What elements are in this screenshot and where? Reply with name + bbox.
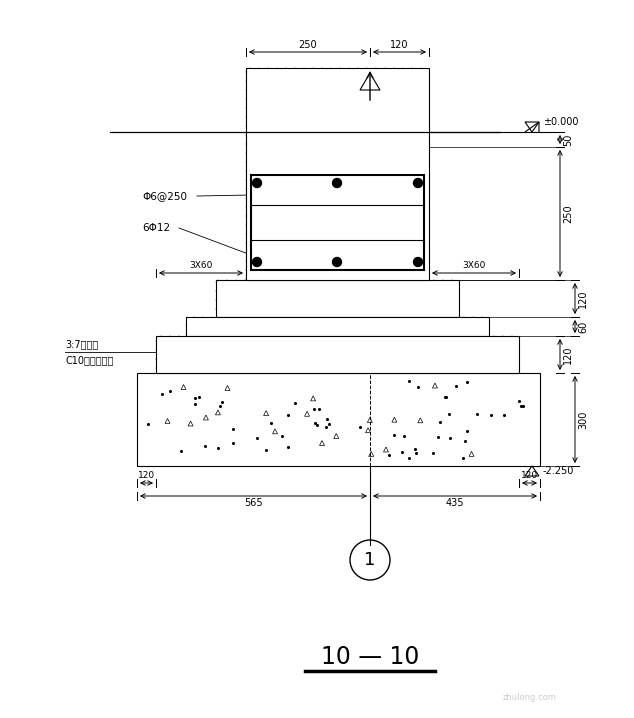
Point <box>515 401 526 412</box>
Point <box>309 404 320 415</box>
Point <box>404 376 414 387</box>
Point <box>228 424 238 435</box>
Text: 565: 565 <box>244 498 263 508</box>
Bar <box>216 280 459 317</box>
Text: 3:7灰土或: 3:7灰土或 <box>65 339 98 349</box>
Bar <box>246 68 429 280</box>
Point <box>228 437 238 448</box>
Circle shape <box>252 258 261 266</box>
Text: 120: 120 <box>578 289 588 308</box>
Point <box>451 381 462 392</box>
Point <box>404 452 415 464</box>
Point <box>462 376 472 388</box>
Point <box>200 441 210 452</box>
Text: 120: 120 <box>521 472 538 480</box>
Text: 300: 300 <box>578 410 588 429</box>
Point <box>165 385 175 396</box>
Point <box>498 409 508 421</box>
Point <box>176 445 186 457</box>
Point <box>413 381 423 393</box>
Point <box>321 414 332 425</box>
Circle shape <box>413 179 422 187</box>
Point <box>460 435 470 447</box>
Point <box>354 421 365 433</box>
Point <box>190 392 200 404</box>
Point <box>444 409 455 420</box>
Bar <box>186 317 489 336</box>
Point <box>217 396 228 408</box>
Text: -2.250: -2.250 <box>543 466 574 476</box>
Point <box>441 391 451 402</box>
Point <box>389 429 399 441</box>
Point <box>514 396 524 407</box>
Point <box>283 409 294 421</box>
Point <box>157 388 167 400</box>
Point <box>216 401 226 412</box>
Point <box>410 443 420 454</box>
Text: 120: 120 <box>391 40 409 50</box>
Text: 6Φ12: 6Φ12 <box>142 223 170 233</box>
Point <box>411 447 421 459</box>
Point <box>290 398 300 409</box>
Point <box>486 409 496 421</box>
Point <box>433 432 443 443</box>
Point <box>252 433 262 444</box>
Text: 50: 50 <box>563 134 573 146</box>
Text: ±0.000: ±0.000 <box>543 117 578 127</box>
Point <box>384 449 394 461</box>
Text: 435: 435 <box>446 498 464 508</box>
Point <box>399 430 410 442</box>
Point <box>439 391 450 403</box>
Point <box>277 431 287 442</box>
Point <box>324 418 334 429</box>
Text: 3X60: 3X60 <box>190 261 212 271</box>
Text: C10混凝土垄层: C10混凝土垄层 <box>65 355 113 365</box>
Text: 250: 250 <box>563 204 573 223</box>
Point <box>517 400 527 411</box>
Text: 120: 120 <box>138 472 155 480</box>
Point <box>428 447 438 459</box>
Text: Φ6@250: Φ6@250 <box>142 191 187 201</box>
Text: 120: 120 <box>563 345 573 364</box>
Point <box>321 421 331 433</box>
Point <box>194 391 204 403</box>
Point <box>283 441 294 452</box>
Circle shape <box>332 179 342 187</box>
Bar <box>156 336 519 373</box>
Point <box>398 447 408 458</box>
Text: zhulong.com: zhulong.com <box>503 694 557 702</box>
Point <box>190 398 200 409</box>
Point <box>311 419 321 430</box>
Point <box>434 416 444 428</box>
Point <box>462 425 472 437</box>
Circle shape <box>252 179 261 187</box>
Bar <box>251 175 424 270</box>
Point <box>472 409 482 420</box>
Point <box>458 452 469 463</box>
Text: 250: 250 <box>299 40 317 50</box>
Text: 1: 1 <box>365 551 376 569</box>
Point <box>310 417 320 429</box>
Point <box>261 444 271 456</box>
Point <box>143 418 153 429</box>
Bar <box>137 373 540 466</box>
Point <box>314 403 325 414</box>
Text: 3X60: 3X60 <box>462 261 486 271</box>
Circle shape <box>332 258 342 266</box>
Text: 60: 60 <box>578 320 588 332</box>
Point <box>266 417 276 429</box>
Text: 10 — 10: 10 — 10 <box>321 645 419 669</box>
Point <box>444 432 455 444</box>
Circle shape <box>413 258 422 266</box>
Point <box>213 442 223 453</box>
